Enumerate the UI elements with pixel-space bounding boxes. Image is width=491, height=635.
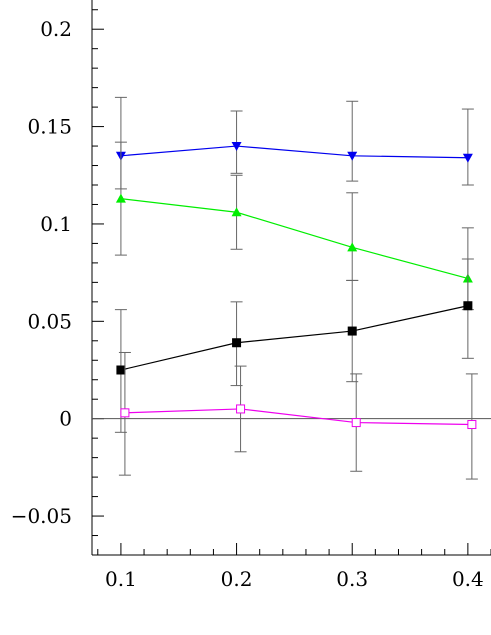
y-tick-label: 0.1 xyxy=(40,212,72,236)
series-2 xyxy=(114,141,474,311)
series-1 xyxy=(114,96,474,190)
data-point xyxy=(231,142,242,152)
y-tick-label: 0.15 xyxy=(27,115,72,139)
data-point xyxy=(462,153,473,163)
series-line xyxy=(120,305,468,371)
y-tick-label: −0.05 xyxy=(11,504,72,528)
data-point xyxy=(232,338,242,348)
series-4 xyxy=(118,351,478,480)
tick-labels: −0.05 0 0.05 0.1 0.15 0.2 0.1 0.2 0.3 0.4 xyxy=(11,17,484,591)
data-point xyxy=(231,207,242,217)
series-line xyxy=(124,408,472,426)
x-tick-label: 0.2 xyxy=(221,567,253,591)
data-point xyxy=(347,151,358,161)
series-line xyxy=(120,198,469,280)
data-point xyxy=(347,242,358,252)
data-point xyxy=(236,404,246,414)
data-point xyxy=(351,418,361,428)
x-tick-label: 0.4 xyxy=(452,567,484,591)
axes xyxy=(91,0,491,556)
data-point xyxy=(115,193,126,203)
series-group xyxy=(114,96,478,480)
data-point xyxy=(467,420,477,430)
y-tick-label: 0 xyxy=(59,407,72,431)
y-tick-label: 0.2 xyxy=(40,17,72,41)
data-point xyxy=(347,326,357,336)
series-3 xyxy=(114,258,474,433)
data-point xyxy=(120,408,130,418)
y-tick-label: 0.05 xyxy=(27,309,72,333)
data-point xyxy=(463,301,473,311)
x-tick-label: 0.3 xyxy=(336,567,368,591)
data-point xyxy=(116,365,126,375)
series-line xyxy=(120,145,468,159)
x-tick-label: 0.1 xyxy=(105,567,137,591)
